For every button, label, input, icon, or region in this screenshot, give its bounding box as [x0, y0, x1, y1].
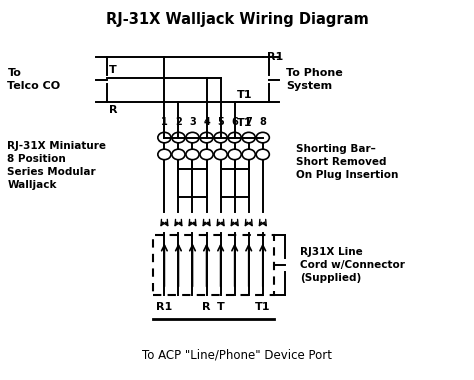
- Text: R1: R1: [267, 52, 284, 62]
- Text: 7: 7: [246, 117, 252, 127]
- Text: To
Telco CO: To Telco CO: [8, 68, 61, 91]
- Text: RJ31X Line
Cord w/Connector
(Supplied): RJ31X Line Cord w/Connector (Supplied): [300, 247, 405, 283]
- Text: T1: T1: [237, 117, 253, 128]
- Text: 1: 1: [161, 117, 168, 127]
- Text: T: T: [109, 65, 117, 75]
- Text: 5: 5: [217, 117, 224, 127]
- Text: R1: R1: [156, 302, 173, 312]
- Text: T1: T1: [237, 90, 253, 100]
- Text: 4: 4: [203, 117, 210, 127]
- Text: 3: 3: [189, 117, 196, 127]
- Text: RJ-31X Walljack Wiring Diagram: RJ-31X Walljack Wiring Diagram: [106, 12, 368, 27]
- Text: 8: 8: [259, 117, 266, 127]
- Text: 6: 6: [231, 117, 238, 127]
- Text: T1: T1: [255, 302, 271, 312]
- Text: R: R: [109, 105, 118, 115]
- Text: 2: 2: [175, 117, 182, 127]
- Text: RJ-31X Miniature
8 Position
Series Modular
Walljack: RJ-31X Miniature 8 Position Series Modul…: [8, 141, 107, 190]
- Text: To Phone
System: To Phone System: [286, 68, 343, 91]
- Text: Shorting Bar–
Short Removed
On Plug Insertion: Shorting Bar– Short Removed On Plug Inse…: [296, 144, 398, 180]
- Text: To ACP "Line/Phone" Device Port: To ACP "Line/Phone" Device Port: [142, 348, 332, 361]
- Text: T: T: [217, 302, 225, 312]
- Text: R: R: [202, 302, 211, 312]
